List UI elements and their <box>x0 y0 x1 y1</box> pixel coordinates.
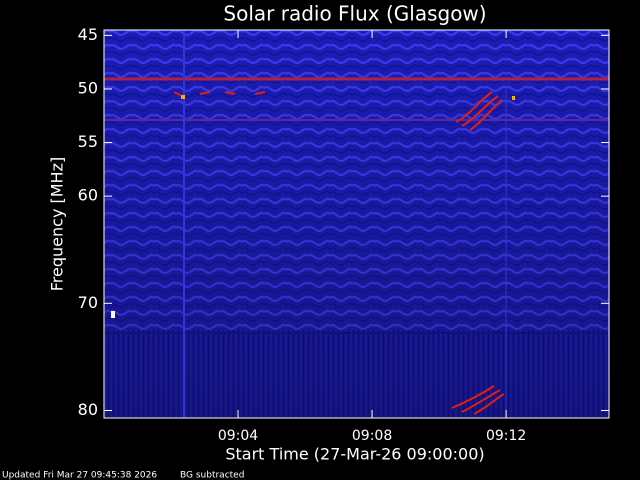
chart-title: Solar radio Flux (Glasgow) <box>223 2 486 26</box>
y-tick-label: 45 <box>78 25 98 44</box>
x-axis-label: Start Time (27-Mar-26 09:00:00) <box>225 445 484 464</box>
spectrogram-image <box>104 30 609 418</box>
y-tick-label: 60 <box>78 186 98 205</box>
y-tick-label: 80 <box>78 400 98 419</box>
footer-note: BG subtracted <box>180 471 244 480</box>
x-tick-label: 09:12 <box>486 428 526 444</box>
y-tick-label: 55 <box>78 132 98 151</box>
footer-updated: Updated Fri Mar 27 09:45:38 2026 <box>2 471 157 480</box>
y-tick-label: 70 <box>78 293 98 312</box>
y-tick-label: 50 <box>78 78 98 97</box>
x-tick-label: 09:04 <box>218 428 258 444</box>
x-tick-label: 09:08 <box>352 428 392 444</box>
plot-frame <box>103 29 610 419</box>
y-axis-label: Frequency [MHz] <box>48 157 67 291</box>
